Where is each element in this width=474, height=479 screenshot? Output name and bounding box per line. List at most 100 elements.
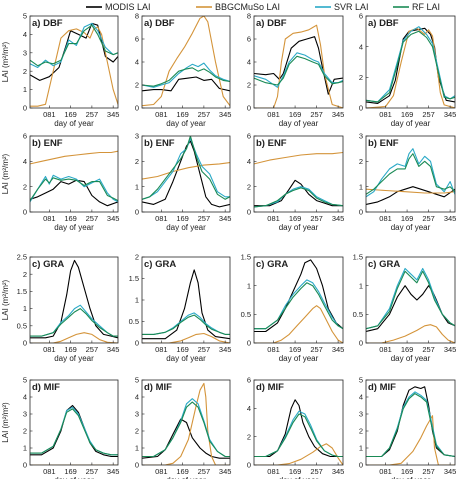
legend-label: BBGCMuSo LAI <box>215 2 280 12</box>
series-line <box>254 179 343 207</box>
panel-label: d) MIF <box>144 382 172 393</box>
panel: 081 169 257 345 0 0.5 1 1.5 c) GRA day of year <box>241 253 345 363</box>
axis-frame <box>365 15 456 109</box>
y-tick-label: 3 <box>135 410 139 419</box>
x-tick-label: 081 <box>43 345 56 354</box>
series-line <box>366 27 455 108</box>
x-tick-label: 169 <box>289 110 302 119</box>
x-axis-title: day of year <box>279 476 319 479</box>
x-tick-label: 081 <box>155 467 168 476</box>
legend-item: RF LAI <box>393 2 440 12</box>
x-tick-label: 081 <box>155 345 168 354</box>
y-tick-label: 5 <box>23 376 27 385</box>
series-line <box>254 24 343 108</box>
x-tick-label: 169 <box>176 467 189 476</box>
y-tick-label: 3 <box>23 48 27 57</box>
x-tick-label: 345 <box>219 214 232 223</box>
x-tick-label: 345 <box>219 467 232 476</box>
axis-frame <box>365 379 456 466</box>
y-tick-label: 6 <box>247 35 251 44</box>
x-axis-title: day of year <box>391 354 431 363</box>
series-line <box>254 305 343 343</box>
panel: 081 169 257 345 0 2 4 6 d) MIF day of year <box>247 376 345 479</box>
x-tick-label: 257 <box>310 467 323 476</box>
x-tick-label: 257 <box>86 345 99 354</box>
series-line <box>142 269 230 340</box>
y-tick-label: 1 <box>23 444 27 453</box>
y-tick-label: 4 <box>135 58 139 67</box>
y-tick-label: 2 <box>247 81 251 90</box>
series-line <box>30 332 118 343</box>
y-tick-label: 0.5 <box>129 317 139 326</box>
panel-label: c) GRA <box>256 259 288 270</box>
x-tick-label: 081 <box>379 214 392 223</box>
y-tick-label: 0 <box>359 208 363 217</box>
series-line <box>254 279 343 330</box>
y-tick-label: 3 <box>359 410 363 419</box>
y-tick-label: 0 <box>247 339 251 348</box>
x-tick-label: 169 <box>401 345 414 354</box>
series-line <box>366 148 455 198</box>
x-tick-label: 257 <box>310 214 323 223</box>
y-tick-label: 0 <box>23 104 27 113</box>
y-tick-label: 0 <box>23 208 27 217</box>
x-axis-title: day of year <box>391 223 431 232</box>
series-line <box>30 22 118 81</box>
y-tick-label: 4 <box>359 42 363 51</box>
x-tick-label: 169 <box>64 345 77 354</box>
y-tick-label: 0 <box>135 104 139 113</box>
y-tick-label: 5 <box>135 376 139 385</box>
panel-label: b) ENF <box>368 138 399 149</box>
x-tick-label: 169 <box>64 110 77 119</box>
y-tick-label: 0 <box>359 461 363 470</box>
panel-label: b) ENF <box>256 138 287 149</box>
y-tick-label: 1 <box>359 182 363 191</box>
series-line <box>30 24 118 67</box>
y-tick-label: 1.5 <box>17 287 27 296</box>
x-tick-label: 345 <box>107 214 120 223</box>
x-axis-title: day of year <box>391 119 431 128</box>
y-tick-label: 3 <box>23 410 27 419</box>
x-axis-title: day of year <box>166 476 206 479</box>
y-tick-label: 4 <box>247 58 251 67</box>
axis-frame <box>365 256 456 344</box>
x-tick-label: 257 <box>310 110 323 119</box>
panel: 081 169 257 345 0 2 4 6 8 a) DBF day of year <box>135 12 232 128</box>
y-tick-label: 0.5 <box>241 310 251 319</box>
x-tick-label: 345 <box>219 345 232 354</box>
y-tick-label: 2 <box>135 81 139 90</box>
legend-label: RF LAI <box>412 2 440 12</box>
series-line <box>254 282 343 330</box>
panel: 081 169 257 345 0 0.5 1 1.5 2 2.5 c) GRA day of yea… <box>1 253 119 363</box>
y-tick-label: 4 <box>135 393 139 402</box>
x-tick-label: 257 <box>86 214 99 223</box>
x-tick-label: 169 <box>401 467 414 476</box>
panel: 081 169 257 345 0 1 2 3 b) ENF day of year <box>135 132 232 232</box>
axis-frame <box>253 135 344 213</box>
x-tick-label: 257 <box>198 345 211 354</box>
series-line <box>366 26 455 103</box>
axis-frame <box>141 135 231 213</box>
legend-item: BBGCMuSo LAI <box>196 2 280 12</box>
y-tick-label: 1 <box>23 85 27 94</box>
panel-label: c) GRA <box>32 259 64 270</box>
x-tick-label: 169 <box>176 345 189 354</box>
x-tick-label: 081 <box>43 214 56 223</box>
series-line <box>366 391 455 458</box>
axis-frame <box>253 379 344 466</box>
x-axis-title: day of year <box>166 223 206 232</box>
x-tick-label: 081 <box>43 467 56 476</box>
panel-label: d) MIF <box>32 382 60 393</box>
series-line <box>30 150 118 165</box>
y-tick-label: 4 <box>247 404 251 413</box>
y-tick-label: 2 <box>135 427 139 436</box>
axis-frame <box>29 135 119 213</box>
x-tick-label: 257 <box>422 214 435 223</box>
legend-item: MODIS LAI <box>86 2 151 12</box>
y-axis-title: LAI (m²/m²) <box>1 41 10 82</box>
series-line <box>30 259 118 339</box>
series-line <box>254 55 343 86</box>
x-tick-label: 081 <box>379 467 392 476</box>
